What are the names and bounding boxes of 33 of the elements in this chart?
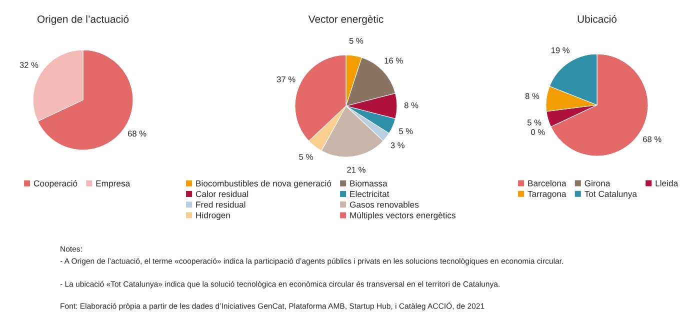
- data-label: 68 %: [643, 136, 662, 142]
- data-label: 19 %: [551, 47, 570, 54]
- legend-label: Hidrogen: [196, 212, 230, 220]
- legend-label: Barcelona: [528, 180, 566, 186]
- data-label: 8 %: [404, 102, 418, 108]
- legend-label: Electricitat: [350, 190, 390, 198]
- data-label: 5 %: [349, 38, 364, 44]
- data-label: 16 %: [384, 58, 403, 64]
- legend-label: Empresa: [96, 180, 130, 188]
- data-label: 5 %: [299, 154, 313, 160]
- chart-title: Vector energètic: [308, 15, 384, 25]
- data-label: 5 %: [399, 128, 413, 134]
- legend-label: Calor residual: [196, 190, 248, 198]
- data-label: 32 %: [20, 62, 38, 68]
- legend-label: Tot Catalunya: [584, 190, 638, 199]
- legend-label: Biocombustibles de nova generació: [196, 180, 332, 188]
- legend-label: Múltiples vectors energètics: [350, 212, 456, 220]
- legend-label: Lleida: [656, 180, 678, 186]
- legend-label: Fred residual: [196, 201, 246, 208]
- legend-label: Tarragona: [528, 190, 566, 199]
- legend-label: Gasos renovables: [350, 201, 419, 208]
- legend-label: Cooperació: [34, 180, 78, 188]
- data-label: 21 %: [347, 166, 366, 173]
- data-label: 3 %: [390, 142, 404, 148]
- legend-label: Girona: [584, 180, 610, 186]
- text: 0 %: [531, 129, 545, 136]
- data-label: 37 %: [276, 76, 296, 82]
- chart-title: Origen de l’actuació: [37, 15, 129, 25]
- data-label: 5 %: [527, 120, 542, 126]
- data-label: 8 %: [525, 93, 540, 100]
- data-label: 68 %: [128, 130, 146, 137]
- chart-title: Ubicació: [578, 15, 617, 23]
- legend-label: Biomassa: [350, 180, 388, 186]
